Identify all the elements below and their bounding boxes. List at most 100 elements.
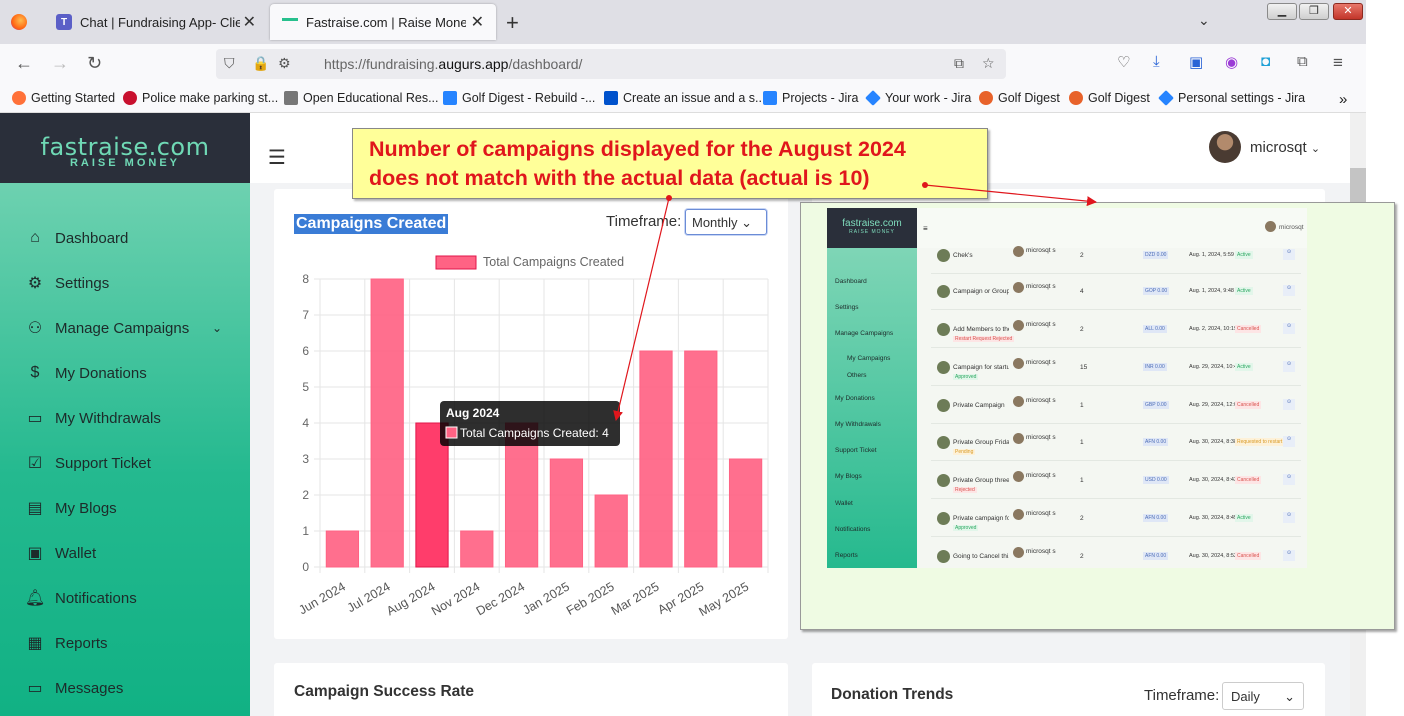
more-bookmarks-icon[interactable]: »: [1339, 91, 1348, 108]
inset-table-row: Private Group Friday Pending microsqt s 1 AF…: [931, 427, 1301, 461]
x-tick-label: Aug 2024: [384, 579, 437, 618]
timeframe-select[interactable]: Daily ⌄: [1222, 682, 1304, 710]
action-icon: ⊙: [1283, 550, 1295, 561]
close-tab-icon[interactable]: ✕: [470, 14, 484, 31]
x-tick-label: Jun 2024: [296, 579, 348, 617]
status-badge: Cancelled: [1235, 476, 1262, 484]
bookmark-item[interactable]: Open Educational Res...: [284, 91, 439, 105]
bookmark-item[interactable]: Golf Digest: [979, 91, 1060, 105]
bookmark-item[interactable]: Police make parking st...: [123, 91, 278, 105]
shield-icon[interactable]: ⛉: [224, 55, 235, 71]
home-icon: ⌂: [30, 229, 40, 246]
sidebar-item-notifications[interactable]: 🔔︎ Notifications: [24, 586, 137, 610]
sidebar-item-blogs[interactable]: ▤ My Blogs: [26, 496, 116, 520]
brand-logo[interactable]: fastraise.com RAISE MONEY: [0, 113, 250, 183]
bookmark-item[interactable]: Projects - Jira: [763, 91, 858, 105]
owner-avatar: [1013, 358, 1024, 369]
back-icon[interactable]: ←: [15, 53, 33, 73]
campaign-avatar: [937, 436, 950, 449]
owner-name: microsqt s: [1026, 510, 1056, 517]
campaign-name: Private Group Friday: [953, 439, 1009, 446]
amount-badge: AFN 0.00: [1143, 514, 1169, 522]
bookmark-item[interactable]: Golf Digest - Rebuild -...: [443, 91, 595, 105]
timeframe-select[interactable]: Monthly ⌄: [685, 209, 767, 235]
bookmark-label: Projects - Jira: [782, 91, 859, 105]
sidebar-item-wallet[interactable]: ▣ Wallet: [26, 541, 96, 565]
y-tick-label: 6: [302, 344, 309, 358]
menu-icon[interactable]: ≡: [1333, 53, 1343, 72]
campaign-substatus: Pending: [953, 449, 976, 455]
avatar[interactable]: [1209, 131, 1241, 163]
status-badge: Active: [1235, 287, 1253, 295]
action-icon: ⊙: [1283, 249, 1295, 260]
bell-icon: 🔔︎: [24, 590, 46, 607]
tab-title: Chat | Fundraising App- Client (: [80, 14, 240, 30]
trends-card-title: Donation Trends: [831, 686, 954, 703]
bookmark-item[interactable]: Create an issue and a s...: [604, 91, 765, 105]
annotation-line: Number of campaigns displayed for the Au…: [369, 137, 906, 161]
lock-icon[interactable]: 🔒: [252, 55, 270, 71]
wallet-icon: ▣: [27, 545, 43, 562]
created-date: Aug. 29, 2024, 10:42 a.m.: [1189, 364, 1253, 370]
bookmarks-toolbar: Getting Started Police make parking st..…: [0, 84, 1366, 113]
sidebar-item-donations[interactable]: $ My Donations: [26, 361, 147, 385]
action-icon: ⊙: [1283, 361, 1295, 372]
chart-title: Campaigns Created: [294, 214, 449, 234]
permissions-icon[interactable]: ⚙: [278, 55, 291, 71]
bookmark-star-icon[interactable]: ☆: [982, 55, 995, 71]
inset-menu-item: Others: [847, 372, 867, 379]
status-badge: Active: [1235, 251, 1253, 259]
bookmark-label: Getting Started: [31, 91, 116, 105]
restore-button[interactable]: ❐: [1299, 3, 1329, 20]
list-tabs-icon[interactable]: ⌄: [1198, 12, 1210, 28]
sidebar-item-reports[interactable]: ▦ Reports: [26, 631, 108, 655]
pocket-icon[interactable]: ♡: [1117, 54, 1131, 71]
timeframe-value: Daily: [1231, 689, 1260, 704]
inset-sidebar: fastraise.com RAISE MONEY Dashboard Settin…: [827, 208, 917, 568]
reload-icon[interactable]: ↻: [87, 53, 103, 73]
translate-icon[interactable]: ⧉: [954, 55, 964, 71]
sidebar-item-withdrawals[interactable]: ▭ My Withdrawals: [26, 406, 160, 430]
sidebar-item-support[interactable]: ☑ Support Ticket: [26, 451, 151, 475]
inset-menu-item: Support Ticket: [835, 447, 877, 454]
minimize-button[interactable]: ▁: [1267, 3, 1297, 20]
inset-menu-item: My Campaigns: [847, 355, 891, 362]
user-menu[interactable]: microsqt ⌄: [1250, 139, 1320, 156]
firefox-icon[interactable]: [11, 14, 27, 30]
y-tick-label: 3: [302, 452, 309, 466]
extensions-icon[interactable]: ⧉: [1297, 53, 1308, 70]
status-badge: Cancelled: [1235, 401, 1262, 409]
hamburger-menu-icon[interactable]: ☰: [268, 147, 286, 169]
sidebar-item-label: Reports: [55, 634, 108, 652]
bookmark-item[interactable]: Golf Digest: [1069, 91, 1150, 105]
amount-badge: GOP 0.00: [1143, 287, 1170, 295]
sidebar-item-settings[interactable]: ⚙ Settings: [26, 271, 109, 295]
member-count: 1: [1080, 477, 1084, 484]
new-tab-button[interactable]: +: [506, 10, 519, 35]
created-date: Aug. 1, 2024, 5:59 a.m.: [1189, 252, 1247, 258]
window-close-button[interactable]: ✕: [1333, 3, 1363, 20]
close-tab-icon[interactable]: ✕: [242, 14, 256, 31]
amount-badge: ALL 0.00: [1143, 325, 1167, 333]
tab-chat[interactable]: T Chat | Fundraising App- Client ( ✕: [44, 0, 268, 44]
bookmark-item[interactable]: Personal settings - Jira: [1158, 90, 1305, 106]
bookmark-item[interactable]: Your work - Jira: [865, 90, 971, 106]
download-icon[interactable]: ⤓: [1153, 53, 1160, 70]
action-icon: ⊙: [1283, 285, 1295, 296]
screenshot-icon[interactable]: ▣: [1189, 54, 1204, 71]
sidebar-item-manage-campaigns[interactable]: ⚇ Manage Campaigns ⌄: [26, 316, 226, 340]
sidebar-item-messages[interactable]: ▭ Messages: [26, 676, 123, 700]
y-tick-label: 4: [302, 416, 309, 430]
username-label: microsqt: [1250, 139, 1307, 156]
extension-color-icon[interactable]: ◉: [1225, 54, 1239, 71]
tab-fastraise[interactable]: Fastraise.com | Raise Money ✕: [270, 4, 496, 40]
chart-bar: [684, 350, 718, 568]
bookmark-item[interactable]: Getting Started: [12, 91, 115, 105]
bookmark-label: Golf Digest - Rebuild -...: [462, 91, 596, 105]
extension-cam-icon[interactable]: ◘: [1261, 53, 1271, 70]
url-bar[interactable]: ⛉ 🔒 ⚙ https://fundraising.augurs.app/das…: [216, 49, 1006, 79]
campaign-name: Add Members to the ...: [953, 326, 1009, 333]
timeframe-label: Timeframe:: [1144, 687, 1220, 704]
forward-icon[interactable]: →: [51, 53, 69, 73]
sidebar-item-dashboard[interactable]: ⌂ Dashboard: [26, 226, 128, 250]
